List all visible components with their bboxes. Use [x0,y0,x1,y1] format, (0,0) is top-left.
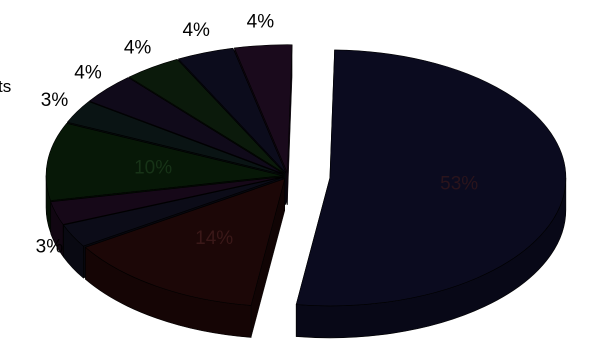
pie-slice-2 [84,178,286,306]
pie-slice-label-9: 4% [182,20,210,41]
pie-slice-label-10: 4% [247,12,275,33]
pie-slice-label-8: 4% [124,38,152,59]
pie-slice-6 [66,101,283,175]
pie-slice-label-1: 53% [440,174,478,195]
pie-slice-5 [45,123,283,201]
pie-slice-1 [295,49,567,307]
cut-legend-text: ts [0,77,11,96]
pie-slice-3 [63,177,283,247]
pie-slice-label-5: 10% [134,158,172,179]
pie-slice-label-6: 3% [41,90,69,111]
pie-tops [45,44,567,307]
pie-slice-label-7: 4% [74,63,102,84]
pie-labels: 53%14%3%10%3%4%4%4% 4% [36,12,479,258]
pie-slice-9 [177,47,287,174]
pie-slice-4 [50,176,283,225]
pie-slice-label-2: 14% [195,228,233,249]
pie-slice-7 [88,77,284,175]
pie-slice-10 [233,44,293,173]
pie-slice-8 [128,58,285,174]
pie-slice-label-3: 3% [36,237,64,258]
